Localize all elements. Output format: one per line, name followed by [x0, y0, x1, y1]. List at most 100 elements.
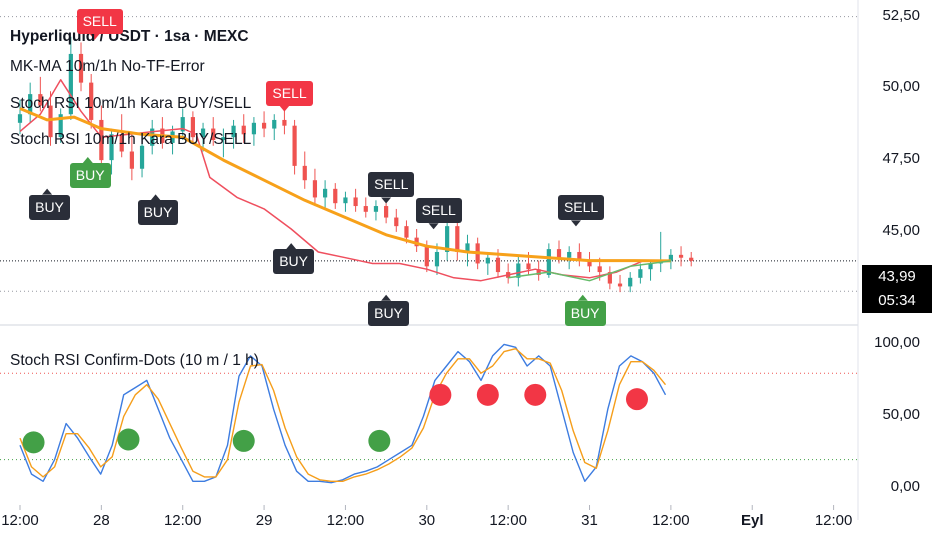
candle-body: [211, 128, 216, 141]
candle-body: [577, 251, 582, 261]
confirm-dot-red: [429, 383, 452, 406]
confirm-dot-green: [22, 431, 45, 454]
candle-body: [89, 82, 94, 120]
candle-body: [139, 145, 145, 169]
label-pointer: [150, 194, 161, 201]
candle-body: [323, 188, 328, 198]
candle-body: [17, 114, 23, 123]
y-tick-price: 45,00: [882, 221, 920, 239]
buy-signal-label: BUY: [273, 249, 314, 275]
sell-signal-label: SELL: [557, 195, 605, 221]
label-pointer: [279, 105, 290, 112]
legend-indicator-ma: MK-MA 10m/1h No-TF-Error: [10, 58, 205, 75]
sell-signal-label: SELL: [76, 8, 123, 34]
candle-body: [455, 226, 460, 252]
candle-body: [58, 114, 63, 138]
candle-body: [373, 206, 379, 212]
candle-body: [99, 119, 104, 161]
confirm-dot-green: [232, 429, 255, 452]
candle-body: [150, 128, 155, 146]
candle-body: [180, 117, 185, 132]
confirm-dot-green: [368, 429, 391, 452]
y-tick-price: 50,00: [882, 78, 920, 96]
candle-body: [190, 117, 195, 138]
label-pointer: [428, 223, 439, 230]
ma-orange-line: [19, 107, 671, 263]
x-tick-label: Eyl: [740, 512, 764, 529]
sell-signal-label: SELL: [266, 80, 313, 106]
x-tick-label: 31: [581, 512, 598, 529]
last-price-box: 43,99: [862, 265, 932, 289]
candle-body: [485, 257, 490, 264]
candle-body: [38, 94, 43, 106]
y-tick-price: 52,50: [882, 6, 920, 24]
y-tick-stoch: 100,00: [874, 334, 920, 352]
candle-body: [241, 125, 246, 135]
confirm-dot-green: [117, 428, 140, 451]
legend-indicator-dots: Stoch RSI Confirm-Dots (10 m / 1 h): [10, 352, 259, 369]
candle-body: [597, 266, 602, 273]
label-pointer: [570, 220, 581, 227]
sell-signal-label: SELL: [368, 172, 415, 198]
candle-body: [668, 254, 673, 261]
candle-body: [587, 260, 592, 267]
candle-body: [272, 119, 277, 129]
candle-body: [28, 94, 33, 115]
x-tick-label: 12:00: [1, 512, 39, 529]
candle-body: [48, 105, 53, 138]
legend-indicator-stoch-2: Stoch RSI 10m/1h Kara BUY/SELL: [10, 131, 252, 148]
buy-signal-label: BUY: [564, 300, 606, 326]
x-tick-label: 12:00: [814, 512, 853, 529]
candle-body: [363, 206, 368, 212]
y-tick-stoch: 50,00: [882, 406, 920, 424]
candle-body: [302, 165, 307, 181]
candle-body: [689, 257, 694, 261]
x-tick-label: 30: [418, 512, 436, 529]
candle-body: [628, 277, 633, 287]
countdown-box: 05:34: [862, 289, 932, 313]
x-tick-label: 12:00: [489, 512, 527, 529]
label-pointer: [381, 197, 392, 204]
label-pointer: [286, 243, 297, 250]
candle-body: [261, 122, 267, 129]
confirm-dot-red: [524, 383, 547, 406]
candle-body: [648, 263, 653, 270]
y-tick-price: 47,50: [882, 150, 920, 168]
buy-signal-label: BUY: [368, 300, 409, 326]
ma-green-line: [508, 260, 671, 282]
stoch-d-line: [19, 348, 667, 482]
y-tick-stoch: 0,00: [890, 478, 920, 496]
candle-body: [638, 269, 643, 278]
candle-body: [516, 263, 521, 278]
candle-body: [129, 151, 134, 169]
candle-body: [333, 188, 338, 204]
candle-body: [282, 119, 287, 126]
confirm-dot-red: [476, 383, 499, 406]
candle-body: [200, 128, 206, 138]
candle-body: [617, 283, 623, 287]
label-pointer: [82, 157, 93, 163]
candle-body: [384, 206, 389, 218]
candle-body: [546, 249, 551, 275]
candle-body: [404, 226, 409, 238]
candle-body: [68, 53, 73, 115]
x-tick-label: 29: [255, 512, 273, 529]
candle-body: [434, 251, 440, 267]
buy-signal-label: BUY: [137, 200, 179, 226]
confirm-dot-red: [625, 388, 648, 411]
x-tick-label: 28: [93, 512, 110, 529]
candle-body: [678, 254, 684, 258]
sell-signal-label: SELL: [415, 198, 462, 224]
candle-body: [536, 269, 541, 275]
stoch-k-line: [19, 343, 667, 484]
candle-body: [445, 226, 450, 252]
label-pointer: [89, 33, 100, 40]
candle-body: [394, 217, 399, 227]
label-pointer: [42, 188, 53, 195]
candle-body: [343, 197, 348, 204]
x-tick-label: 12:00: [652, 512, 690, 529]
candle-body: [567, 251, 572, 258]
candle-body: [119, 134, 124, 152]
